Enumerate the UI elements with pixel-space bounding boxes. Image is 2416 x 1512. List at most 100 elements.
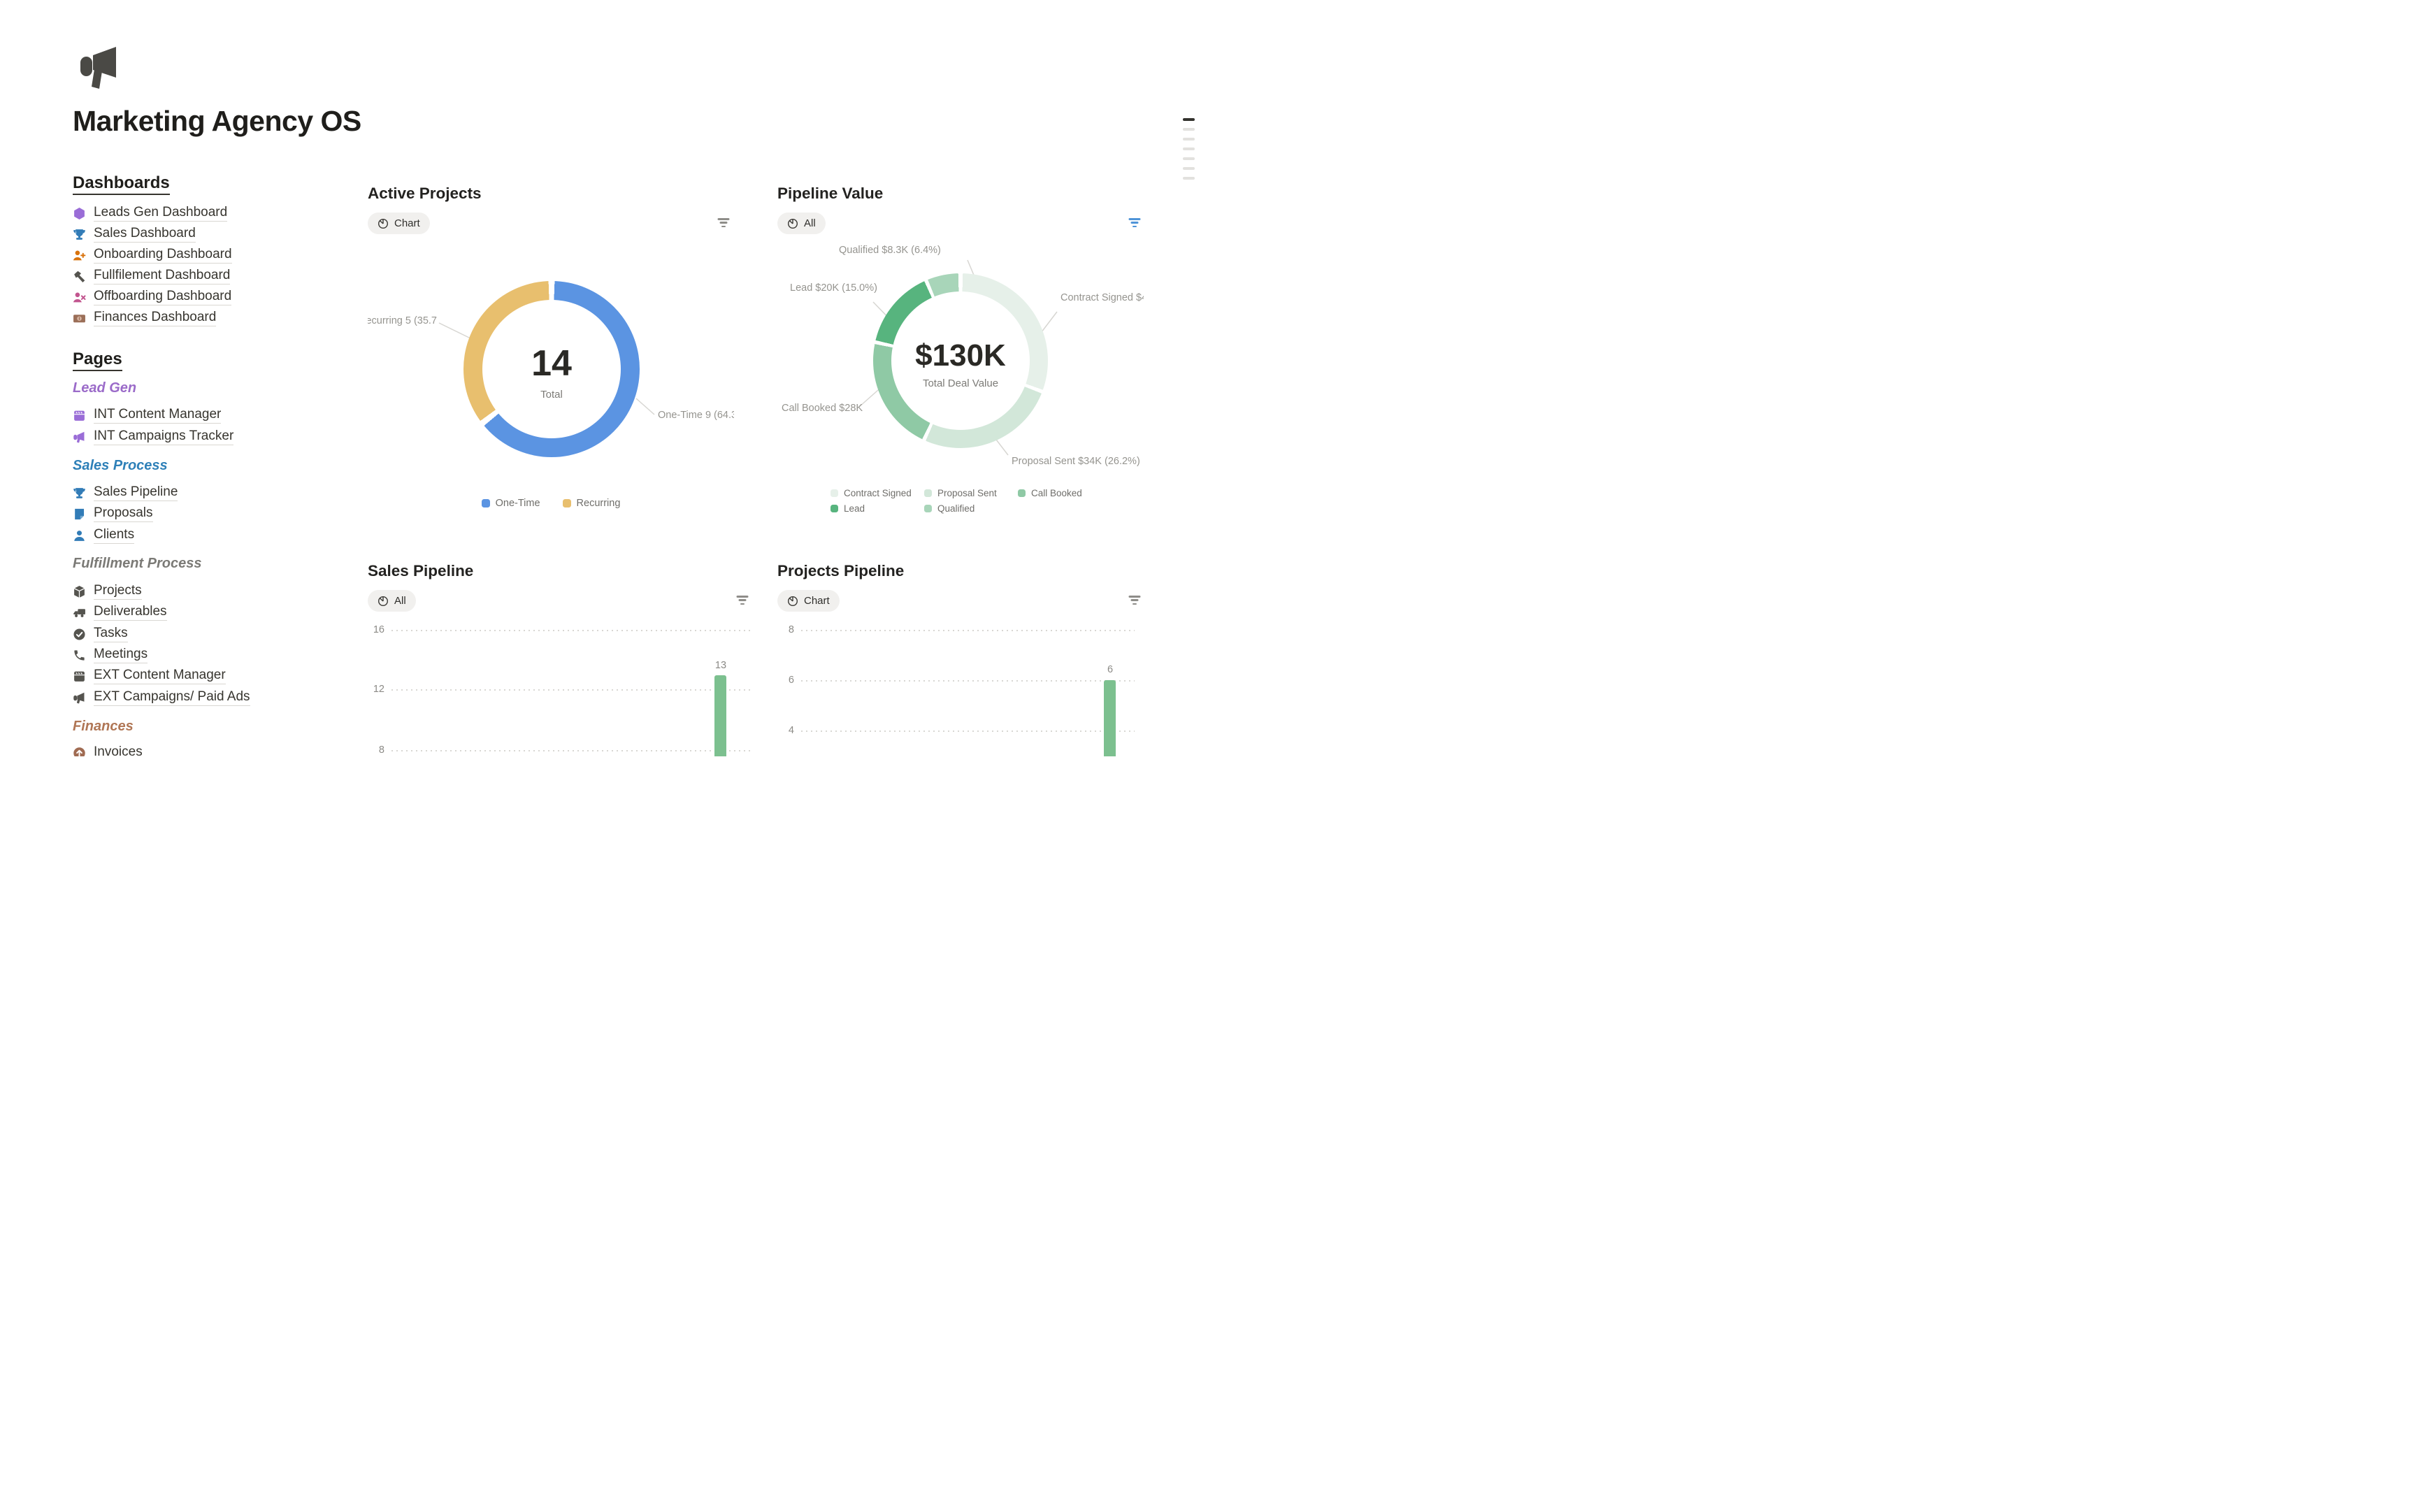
sidebar-item-fullfilement-dashboard[interactable]: Fullfilement Dashboard xyxy=(73,267,231,285)
document-icon xyxy=(73,507,86,521)
trophy-icon xyxy=(73,487,86,500)
sidebar-item-clients[interactable]: Clients xyxy=(73,526,135,545)
legend-item: Contract Signed xyxy=(830,488,912,498)
sidebar-item-deliverables[interactable]: Deliverables xyxy=(73,603,167,621)
sidebar-item-offboarding-dashboard[interactable]: Offboarding Dashboard xyxy=(73,288,232,306)
person-x-icon xyxy=(73,291,86,304)
megaphone-icon xyxy=(77,45,122,91)
gridline xyxy=(801,630,1135,631)
sidebar-item-leads-gen-dashboard[interactable]: Leads Gen Dashboard xyxy=(73,204,228,222)
group-heading-fulfillment-process: Fulfillment Process xyxy=(73,556,202,571)
callout-one-time: One-Time 9 (64.3 xyxy=(658,410,734,421)
callout-call-booked: Call Booked $28K xyxy=(782,403,863,414)
sales-pipeline-title: Sales Pipeline xyxy=(368,562,474,579)
filter-icon[interactable] xyxy=(1128,596,1141,605)
pie-chart-icon xyxy=(787,218,798,229)
projects-pipeline-title: Projects Pipeline xyxy=(777,562,905,579)
bar-value-label: 13 xyxy=(714,660,727,671)
legend-item: Lead xyxy=(830,503,865,514)
marketing-agency-os-page: Marketing Agency OS Dashboards Leads Gen… xyxy=(0,0,1208,756)
sidebar-item-sales-dashboard[interactable]: Sales Dashboard xyxy=(73,225,196,243)
y-tick: 8 xyxy=(788,624,794,635)
gridline xyxy=(391,689,753,691)
bar xyxy=(714,675,726,756)
hammer-icon xyxy=(73,270,86,283)
pipeline-value-view-button[interactable]: All xyxy=(777,213,826,234)
sales-pipeline-view-button[interactable]: All xyxy=(368,590,416,612)
phone-icon xyxy=(73,649,86,662)
filter-icon[interactable] xyxy=(736,596,749,605)
trophy-icon xyxy=(73,228,86,241)
gridline xyxy=(801,730,1135,732)
sidebar-item-finances-dashboard[interactable]: Finances Dashboard xyxy=(73,309,217,327)
active-projects-view-button[interactable]: Chart xyxy=(368,213,430,234)
pipeline-value-title: Pipeline Value xyxy=(777,185,884,202)
sidebar-item-ext-campaigns-paid-ads[interactable]: EXT Campaigns/ Paid Ads xyxy=(73,689,250,707)
group-heading-lead-gen: Lead Gen xyxy=(73,380,137,396)
bar-value-label: 6 xyxy=(1107,664,1114,675)
sidebar-item-onboarding-dashboard[interactable]: Onboarding Dashboard xyxy=(73,246,232,264)
filter-icon-active[interactable] xyxy=(1128,218,1141,228)
legend-item: Qualified xyxy=(924,503,975,514)
donut-center-total: $130K Total Deal Value xyxy=(915,338,1006,389)
pages-heading: Pages xyxy=(73,350,122,371)
package-icon xyxy=(73,585,86,598)
pie-chart-icon xyxy=(378,596,389,606)
check-circle-icon xyxy=(73,628,86,641)
legend-swatch xyxy=(562,499,571,507)
pipeline-value-card: Pipeline Value All $130K Total Deal Valu… xyxy=(777,175,1144,533)
group-heading-finances: Finances xyxy=(73,719,134,734)
callout-contract-signed: Contract Signed $4 xyxy=(1060,292,1144,303)
gridline xyxy=(391,750,753,751)
callout-recurring: Recurring 5 (35.7 xyxy=(368,315,437,326)
person-icon xyxy=(73,529,86,542)
hexagon-icon xyxy=(73,207,86,220)
active-projects-donut-chart xyxy=(463,281,640,457)
sidebar-item-tasks[interactable]: Tasks xyxy=(73,625,128,643)
sidebar-item-meetings[interactable]: Meetings xyxy=(73,646,148,664)
active-projects-card: Active Projects Chart 14 Total Recurring… xyxy=(368,175,734,533)
sidebar-item-proposals[interactable]: Proposals xyxy=(73,505,153,523)
legend-item: Proposal Sent xyxy=(924,488,997,498)
legend-item: One-Time xyxy=(481,498,540,509)
pipeline-value-donut-chart xyxy=(873,273,1048,448)
y-tick: 12 xyxy=(373,684,384,695)
callout-qualified: Qualified $8.3K (6.4%) xyxy=(839,245,941,256)
legend-item: Recurring xyxy=(562,498,620,509)
bar xyxy=(1104,680,1116,756)
banknote-icon xyxy=(73,312,86,325)
legend-item: Call Booked xyxy=(1018,488,1082,498)
arrow-up-circle-icon xyxy=(73,747,86,756)
active-projects-legend: One-Time Recurring xyxy=(368,498,734,509)
sales-pipeline-card: Sales Pipeline All 16 12 8 13 xyxy=(368,552,753,756)
megaphone-icon xyxy=(73,691,86,705)
sidebar-item-int-campaigns-tracker[interactable]: INT Campaigns Tracker xyxy=(73,428,234,446)
y-tick: 6 xyxy=(788,675,794,686)
sidebar-item-sales-pipeline[interactable]: Sales Pipeline xyxy=(73,484,178,502)
gridline xyxy=(801,680,1135,682)
page-title: Marketing Agency OS xyxy=(73,105,361,137)
callout-lead: Lead $20K (15.0%) xyxy=(790,282,877,294)
sidebar-item-int-content-manager[interactable]: INT Content Manager xyxy=(73,406,222,424)
legend-swatch xyxy=(481,499,490,507)
clapperboard-icon xyxy=(73,670,86,683)
group-heading-sales-process: Sales Process xyxy=(73,458,168,473)
projects-pipeline-view-button[interactable]: Chart xyxy=(777,590,840,612)
projects-pipeline-card: Projects Pipeline Chart 8 6 4 6 xyxy=(777,552,1144,756)
dashboards-heading: Dashboards xyxy=(73,173,170,195)
sidebar-item-ext-content-manager[interactable]: EXT Content Manager xyxy=(73,667,226,685)
sidebar-item-invoices[interactable]: Invoices xyxy=(73,744,143,756)
truck-icon xyxy=(73,606,86,619)
y-tick: 4 xyxy=(788,725,794,736)
active-projects-title: Active Projects xyxy=(368,185,482,202)
pie-chart-icon xyxy=(787,596,798,606)
clapperboard-icon xyxy=(73,409,86,422)
sidebar-item-projects[interactable]: Projects xyxy=(73,582,142,600)
filter-icon[interactable] xyxy=(717,218,730,228)
pie-chart-icon xyxy=(378,218,389,229)
callout-proposal-sent: Proposal Sent $34K (26.2%) xyxy=(1012,456,1140,467)
megaphone-icon xyxy=(73,431,86,444)
person-plus-icon xyxy=(73,249,86,262)
donut-center-total: 14 Total xyxy=(531,343,572,401)
y-tick: 8 xyxy=(378,744,384,756)
